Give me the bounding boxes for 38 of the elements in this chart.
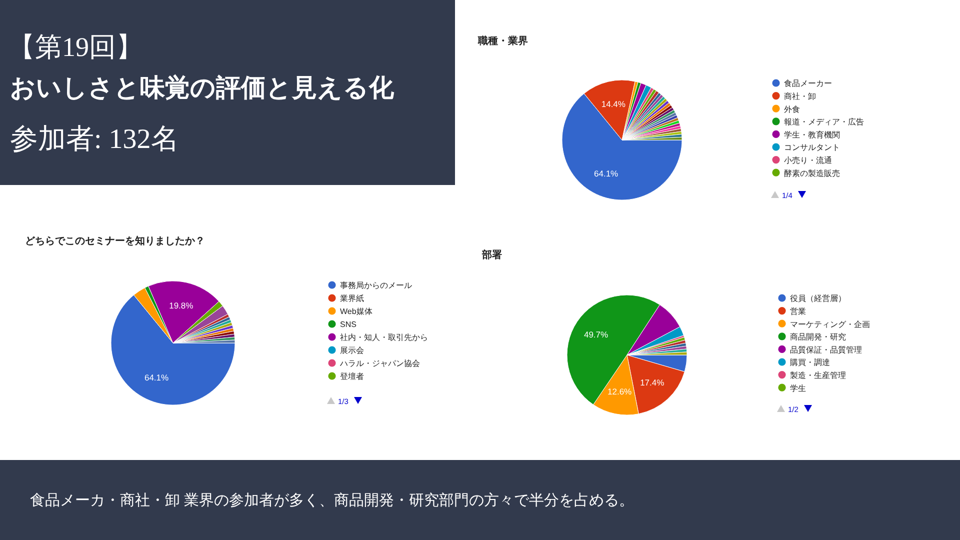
legend-label: 製造・生産管理 [790,371,846,380]
text: 参加者: 132名 [10,124,179,155]
data-label: 14.4% [601,98,626,109]
legend-label: 役員（経営層） [790,294,846,304]
legend-label: Web媒体 [340,307,372,316]
legend-label: 商品開発・研究 [790,332,846,342]
legend-label: 登壇者 [340,372,364,382]
legend-label: SNS [340,320,356,330]
chart-title: どちらでこのセミナーを知りましたか？ [25,235,205,247]
legend-label: 食品メーカー [784,79,832,88]
text: おいしさと味覚の評価と見える化 [10,74,395,102]
legend-label: 購買・調達 [790,358,830,368]
legend-label: 事務局からのメール [340,281,412,290]
legend-label: 社内・知人・取引先から [340,333,428,342]
legend-label: マーケティング・企画 [790,320,870,329]
data-label: 19.8% [169,300,194,310]
legend-label: 商社・卸 [784,92,816,101]
legend-label: 小売り・流通 [784,156,832,165]
legend-label: 学生 [790,384,806,393]
data-label: 49.7% [584,329,609,340]
legend-label: 業界紙 [340,294,364,304]
legend-label: 学生・教育機関 [784,130,840,140]
legend-label: 報道・メディア・広告 [784,118,864,127]
legend-label: 展示会 [340,346,364,356]
legend-label: 営業 [790,307,806,316]
legend-label: ハラル・ジャパン協会 [339,359,420,368]
data-label: 64.1% [594,168,619,179]
legend-label: 外食 [784,104,800,114]
data-label: 64.1% [144,372,170,383]
chart-title: 職種・業界 [477,35,528,47]
text: 食品メーカ・商社・卸 業界の参加者が多く、商品開発・研究部門の方々で半分を占める。 [30,492,634,509]
legend-label: 酵素の製造販売 [784,168,840,178]
chart-title: 部署 [481,249,502,261]
legend-label: コンサルタント [784,143,840,152]
legend-label: 品質保証・品質管理 [790,345,862,354]
data-label: 12.6% [608,386,632,396]
text: 【第19回】 [8,32,143,62]
data-label: 17.4% [640,377,665,388]
